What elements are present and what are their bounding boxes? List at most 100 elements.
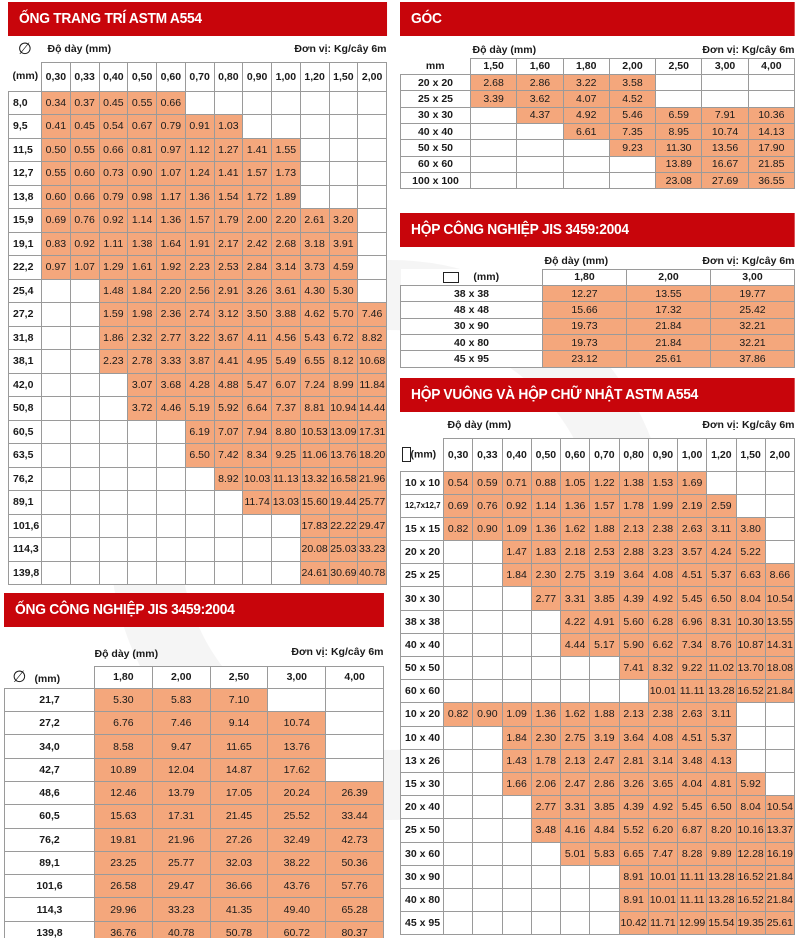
empty-cell bbox=[357, 255, 387, 280]
weight-value-cell: 41.35 bbox=[209, 897, 269, 922]
empty-cell bbox=[41, 325, 71, 350]
empty-cell bbox=[472, 818, 503, 843]
weight-value-cell: 13.03 bbox=[271, 490, 301, 515]
thickness-column-header: 1,20 bbox=[299, 61, 330, 92]
table-row: 13,8 0.60 0.66 0.79 0.98 1.17 1.36 1.54 1.72 1.89 bbox=[8, 184, 387, 209]
weight-value-cell: 5.45 bbox=[676, 586, 708, 611]
table-row: 9,5 0.41 0.45 0.54 0.67 0.79 0.91 1.03 bbox=[8, 114, 387, 139]
header-row: (mm) 1,80 2,00 3,00 bbox=[400, 268, 795, 287]
empty-cell bbox=[472, 795, 503, 820]
size-cell: 50,8 bbox=[8, 396, 42, 421]
weight-value-cell: 2.81 bbox=[618, 748, 649, 773]
weight-value-cell: 4.62 bbox=[299, 302, 330, 327]
weight-value-cell: 36.55 bbox=[747, 171, 796, 190]
weight-value-cell: 1.12 bbox=[184, 137, 215, 162]
weight-value-cell: 8.58 bbox=[94, 734, 153, 759]
size-cell: 25 x 25 bbox=[400, 563, 444, 588]
weight-value-cell: 19.81 bbox=[94, 827, 153, 852]
weight-value-cell: 13.76 bbox=[267, 734, 327, 759]
weight-value-cell: 11.30 bbox=[655, 139, 703, 157]
thickness-column-header: 2,00 bbox=[151, 665, 211, 689]
empty-cell bbox=[472, 563, 503, 588]
weight-value-cell: 1.88 bbox=[589, 516, 620, 542]
meta-row: Độ dày (mm) Đơn vị: Kg/cây 6m bbox=[401, 412, 795, 438]
weight-value-cell: 21.85 bbox=[747, 155, 796, 173]
empty-cell bbox=[442, 540, 474, 565]
empty-cell bbox=[472, 609, 503, 634]
weight-value-cell: 60.72 bbox=[267, 920, 327, 938]
empty-cell bbox=[530, 911, 562, 936]
weight-value-cell: 0.97 bbox=[41, 255, 71, 280]
weight-value-cell: 11.11 bbox=[676, 864, 708, 889]
weight-value-cell: 6.55 bbox=[299, 349, 330, 374]
empty-cell bbox=[530, 609, 562, 634]
size-cell: 8,0 bbox=[8, 90, 42, 115]
weight-value-cell: 1.47 bbox=[501, 540, 532, 565]
weight-value-cell: 8.04 bbox=[735, 795, 766, 820]
empty-cell bbox=[469, 106, 518, 124]
weight-value-cell: 50.78 bbox=[209, 920, 269, 938]
weight-value-cell: 3.48 bbox=[676, 748, 708, 773]
table-row: 48,6 12.46 13.79 17.05 20.24 26.39 bbox=[4, 780, 384, 806]
empty-cell bbox=[357, 208, 387, 233]
weight-value-cell: 8.81 bbox=[299, 396, 330, 421]
table-row: 40 x 40 6.61 7.35 8.95 10.74 14.13 bbox=[400, 122, 796, 141]
empty-cell bbox=[589, 679, 620, 704]
weight-value-cell: 5.83 bbox=[151, 687, 211, 713]
weight-value-cell: 6.63 bbox=[735, 563, 766, 588]
empty-cell bbox=[562, 171, 610, 190]
weight-value-cell: 1.36 bbox=[184, 184, 215, 209]
weight-value-cell: 2.91 bbox=[213, 278, 244, 303]
weight-value-cell: 5.37 bbox=[706, 725, 737, 750]
table-row: 139,8 24.61 30.69 40.78 bbox=[8, 560, 387, 585]
weight-value-cell: 0.67 bbox=[127, 114, 157, 139]
weight-value-cell: 14.31 bbox=[764, 632, 796, 658]
weight-value-cell: 10.30 bbox=[735, 609, 766, 634]
thickness-label: Độ dày (mm) bbox=[447, 418, 512, 431]
empty-cell bbox=[559, 887, 591, 913]
size-cell: 38 x 38 bbox=[400, 285, 543, 303]
empty-cell bbox=[325, 687, 384, 713]
size-cell: 30 x 60 bbox=[400, 841, 444, 866]
thickness-column-header: 0,60 bbox=[156, 61, 186, 92]
size-cell: 27,2 bbox=[8, 302, 42, 327]
table-row: 11,5 0.50 0.55 0.66 0.81 0.97 1.12 1.27 1.41 1.55 bbox=[8, 137, 387, 162]
empty-cell bbox=[98, 466, 129, 491]
thickness-column-header: 3,00 bbox=[701, 57, 749, 76]
weight-value-cell: 20.24 bbox=[267, 780, 327, 806]
table-row: 20 x 20 2.68 2.86 3.22 3.58 bbox=[400, 74, 796, 92]
weight-value-cell: 23.25 bbox=[94, 850, 153, 876]
empty-cell bbox=[469, 122, 518, 141]
weight-value-cell: 1.79 bbox=[213, 208, 244, 233]
weight-value-cell: 5.60 bbox=[618, 609, 649, 634]
weight-value-cell: 5.17 bbox=[589, 632, 620, 658]
weight-value-cell: 4.41 bbox=[213, 349, 244, 374]
weight-value-cell: 1.36 bbox=[156, 208, 186, 233]
empty-cell bbox=[328, 161, 359, 186]
empty-cell bbox=[501, 795, 532, 820]
empty-cell bbox=[271, 114, 301, 139]
weight-value-cell: 14.87 bbox=[209, 757, 269, 782]
weight-value-cell: 5.52 bbox=[618, 818, 649, 843]
weight-value-cell: 1.22 bbox=[589, 470, 620, 495]
meta-row: Độ dày (mm) Đơn vị: Kg/cây 6m bbox=[401, 42, 795, 58]
empty-cell bbox=[764, 493, 796, 518]
size-cell: 11,5 bbox=[8, 137, 42, 162]
empty-cell bbox=[184, 466, 215, 491]
weight-value-cell: 0.69 bbox=[442, 493, 474, 518]
empty-cell bbox=[472, 586, 503, 611]
empty-cell bbox=[328, 184, 359, 209]
weight-value-cell: 4.39 bbox=[618, 586, 649, 611]
table-row: 19,1 0.83 0.92 1.11 1.38 1.64 1.91 2.17 2.42 2.68… bbox=[8, 231, 387, 256]
weight-value-cell: 1.66 bbox=[501, 771, 532, 797]
weight-value-cell: 4.44 bbox=[559, 632, 591, 658]
table-row: 12,7x12,7 0.69 0.76 0.92 1.14 1.36 1.57 1.78 1.9… bbox=[400, 493, 796, 518]
thickness-column-header: 3,00 bbox=[710, 268, 795, 287]
weight-value-cell: 2.86 bbox=[589, 771, 620, 797]
weight-value-cell: 11.11 bbox=[676, 887, 708, 913]
table-row: 20 x 40 2.77 3.31 3.85 4.39 4.92 5.45 6.50 8.04 1… bbox=[400, 795, 796, 820]
weight-value-cell: 1.59 bbox=[98, 302, 129, 327]
empty-cell bbox=[589, 911, 620, 936]
empty-cell bbox=[589, 655, 620, 681]
weight-value-cell: 2.38 bbox=[647, 516, 679, 542]
